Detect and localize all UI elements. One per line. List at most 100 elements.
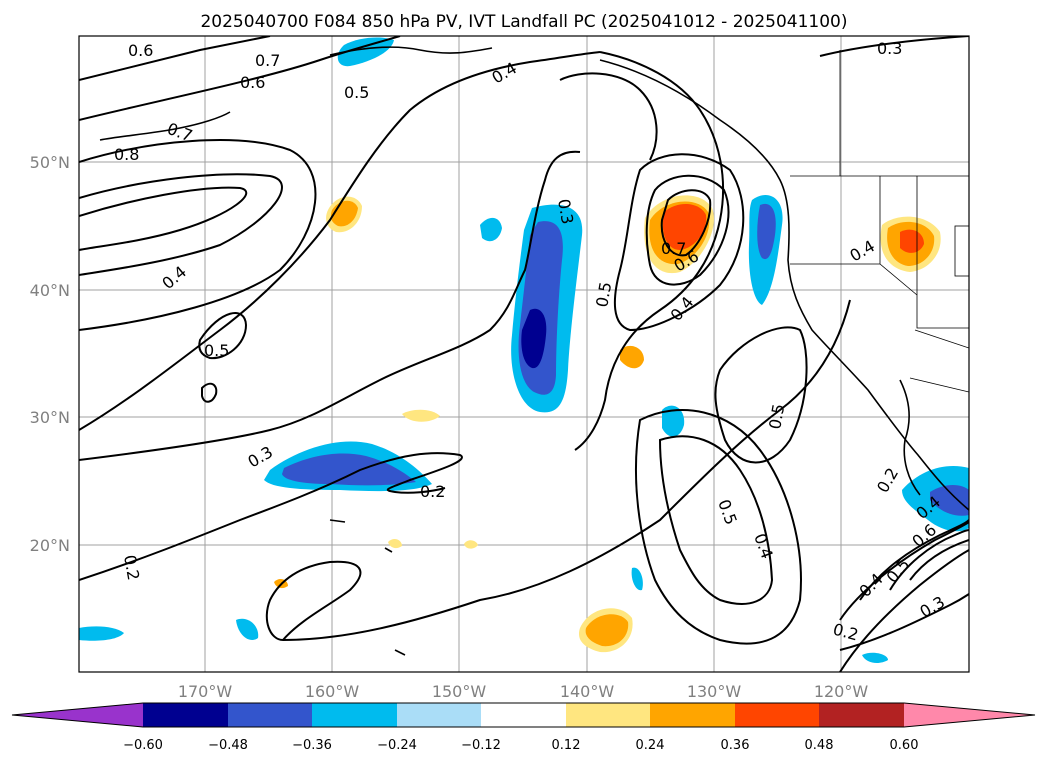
colorbar-tick-label: 0.36 <box>721 738 750 753</box>
pv-maximum-core <box>662 204 707 250</box>
baja-coast <box>899 379 921 496</box>
contour-label: 0.5 <box>344 83 369 102</box>
great-basin-positive-core <box>900 229 924 253</box>
ivt-contours <box>79 36 969 672</box>
west-edge-negative <box>79 626 124 641</box>
nevada-utah-border <box>916 176 969 329</box>
contour-0.4-east <box>574 51 725 451</box>
contour-label: 0.5 <box>765 402 788 430</box>
contour-0.3-sw-low <box>839 593 969 651</box>
arizona-border <box>914 329 969 349</box>
contour-0.4 <box>79 51 601 431</box>
colorbar-extend-max <box>904 703 1035 727</box>
colorbar-tick-label: −0.24 <box>377 738 417 753</box>
contour-0.6 <box>79 139 317 331</box>
colorbar-tick-label: 0.60 <box>890 738 919 753</box>
colorbar-tick-label: 0.24 <box>636 738 665 753</box>
lon-label: 150°W <box>432 682 487 701</box>
nevada-border <box>879 263 918 296</box>
colorbar-tick-label: −0.12 <box>461 738 501 753</box>
central-negative-core <box>521 308 547 369</box>
contour-0.2-sw <box>839 549 969 672</box>
colorbar-bin <box>143 703 228 727</box>
map-frame <box>78 35 970 673</box>
contour-small-1 <box>201 382 218 403</box>
contour-label: 0.8 <box>114 145 139 164</box>
colorbar-tick-label: 0.48 <box>805 738 834 753</box>
contour-0.5-island <box>198 312 248 360</box>
us-mexico-border <box>909 377 969 393</box>
lon-label: 130°W <box>687 682 742 701</box>
contour-label: 0.5 <box>592 280 615 308</box>
political-borders <box>790 50 969 393</box>
contour-label: 0.6 <box>240 73 265 92</box>
contour-0.5-ring <box>613 153 745 332</box>
colorbar-bin <box>735 703 819 727</box>
lon-label: 140°W <box>560 682 615 701</box>
streak-negative-mid <box>282 453 416 486</box>
map-title: 2025040700 F084 850 hPa PV, IVT Landfall… <box>200 12 847 32</box>
colorbar-bin <box>397 703 481 727</box>
contour-0.6-north <box>79 36 271 81</box>
contour-0.6-ring <box>645 174 730 286</box>
positive-small-2 <box>402 409 440 422</box>
contour-0.3-ne <box>819 36 969 57</box>
colorbar-bin <box>312 703 397 727</box>
lon-label: 120°W <box>814 682 869 701</box>
colorbar: −0.60 −0.48 −0.36 −0.24 −0.12 0.12 0.24 … <box>11 702 1036 753</box>
alaska-coast <box>329 46 493 56</box>
colorbar-bin <box>566 703 650 727</box>
contour-0.4-sw <box>859 519 969 601</box>
small-negative-5 <box>862 652 888 663</box>
contour-0.5-sw <box>889 529 969 591</box>
contour-label: 0.5 <box>204 341 229 360</box>
sw-mexico-negative-mid <box>930 485 969 516</box>
contour-0.2-loop <box>265 560 362 642</box>
contour-0.4-north <box>559 72 658 161</box>
contour-0.4-south <box>635 409 802 645</box>
contour-label: 0.7 <box>255 51 280 70</box>
contour-0.6-sw <box>909 539 969 581</box>
positive-small-5 <box>388 539 402 549</box>
contour-label: 0.2 <box>120 553 143 581</box>
gulf-alaska-negative <box>337 37 394 67</box>
lon-label: 160°W <box>305 682 360 701</box>
latitude-labels: 50°N 40°N 30°N 20°N <box>30 153 70 555</box>
lat-label: 30°N <box>30 408 70 427</box>
contour-0.3-sw <box>839 521 969 621</box>
small-negative-1 <box>480 217 502 242</box>
na-west-coast <box>599 59 969 511</box>
contour-label: 0.3 <box>877 39 902 58</box>
small-negative-2 <box>662 405 685 437</box>
positive-south-mid <box>585 614 629 647</box>
colorbar-tick-label: −0.36 <box>292 738 332 753</box>
colorbar-tick-label: 0.12 <box>552 738 581 753</box>
contour-0.5-south <box>658 435 774 605</box>
contour-0.5 <box>79 36 401 121</box>
filled-contours <box>79 37 969 663</box>
contour-label: 0.6 <box>128 41 153 60</box>
contour-label: 0.7 <box>661 239 686 258</box>
coastal-negative-mid <box>757 203 776 260</box>
small-negative-3 <box>236 618 259 640</box>
colorbar-outline <box>11 702 1036 728</box>
map-panel: 0.6 0.7 0.6 0.5 0.7 0.8 0.4 0.3 0.4 0.5 … <box>78 35 970 673</box>
contour-label: 0.2 <box>420 482 445 501</box>
coastlines <box>99 46 969 656</box>
colorbar-tick-label: −0.60 <box>123 738 163 753</box>
contour-0.7-ring <box>660 189 712 257</box>
colorbar-bin <box>481 703 566 727</box>
state-outline <box>954 225 969 277</box>
aleutians <box>99 111 231 141</box>
longitude-labels: 170°W 160°W 150°W 140°W 130°W 120°W <box>178 682 869 701</box>
graticule <box>79 36 969 672</box>
lat-label: 20°N <box>30 536 70 555</box>
colorbar-bin <box>650 703 735 727</box>
colorbar-tick-label: −0.48 <box>208 738 248 753</box>
contour-0.2 <box>79 452 463 581</box>
contour-0.7 <box>79 173 283 276</box>
lat-label: 40°N <box>30 281 70 300</box>
contour-0.5-east <box>714 326 808 464</box>
lon-label: 170°W <box>178 682 233 701</box>
colorbar-extend-min <box>12 703 143 727</box>
